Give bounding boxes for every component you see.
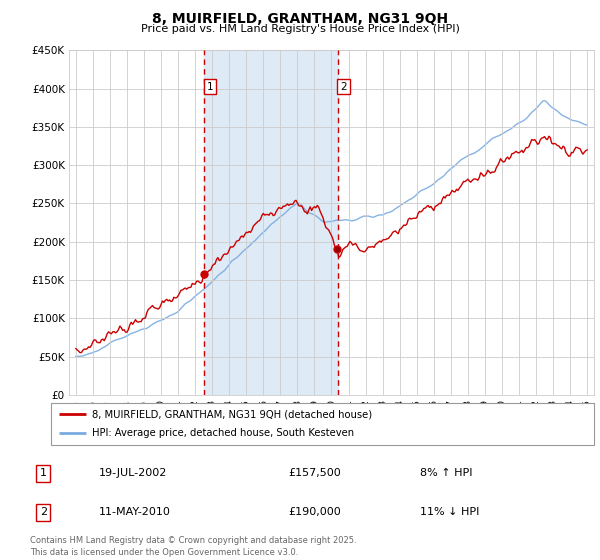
Text: HPI: Average price, detached house, South Kesteven: HPI: Average price, detached house, Sout… (92, 428, 354, 438)
Text: 8, MUIRFIELD, GRANTHAM, NG31 9QH: 8, MUIRFIELD, GRANTHAM, NG31 9QH (152, 12, 448, 26)
Text: 11-MAY-2010: 11-MAY-2010 (99, 507, 171, 517)
Text: 11% ↓ HPI: 11% ↓ HPI (420, 507, 479, 517)
Text: Contains HM Land Registry data © Crown copyright and database right 2025.
This d: Contains HM Land Registry data © Crown c… (30, 536, 356, 557)
Bar (205, 50, 338, 395)
Text: Price paid vs. HM Land Registry's House Price Index (HPI): Price paid vs. HM Land Registry's House … (140, 24, 460, 34)
Text: 8, MUIRFIELD, GRANTHAM, NG31 9QH (detached house): 8, MUIRFIELD, GRANTHAM, NG31 9QH (detach… (92, 409, 372, 419)
Text: 19-JUL-2002: 19-JUL-2002 (99, 468, 167, 478)
Text: 8% ↑ HPI: 8% ↑ HPI (420, 468, 473, 478)
Text: £157,500: £157,500 (288, 468, 341, 478)
FancyBboxPatch shape (51, 403, 594, 445)
Text: £190,000: £190,000 (288, 507, 341, 517)
Text: 2: 2 (40, 507, 47, 517)
Text: 1: 1 (207, 82, 214, 92)
Text: 1: 1 (40, 468, 47, 478)
Text: 2: 2 (340, 82, 347, 92)
